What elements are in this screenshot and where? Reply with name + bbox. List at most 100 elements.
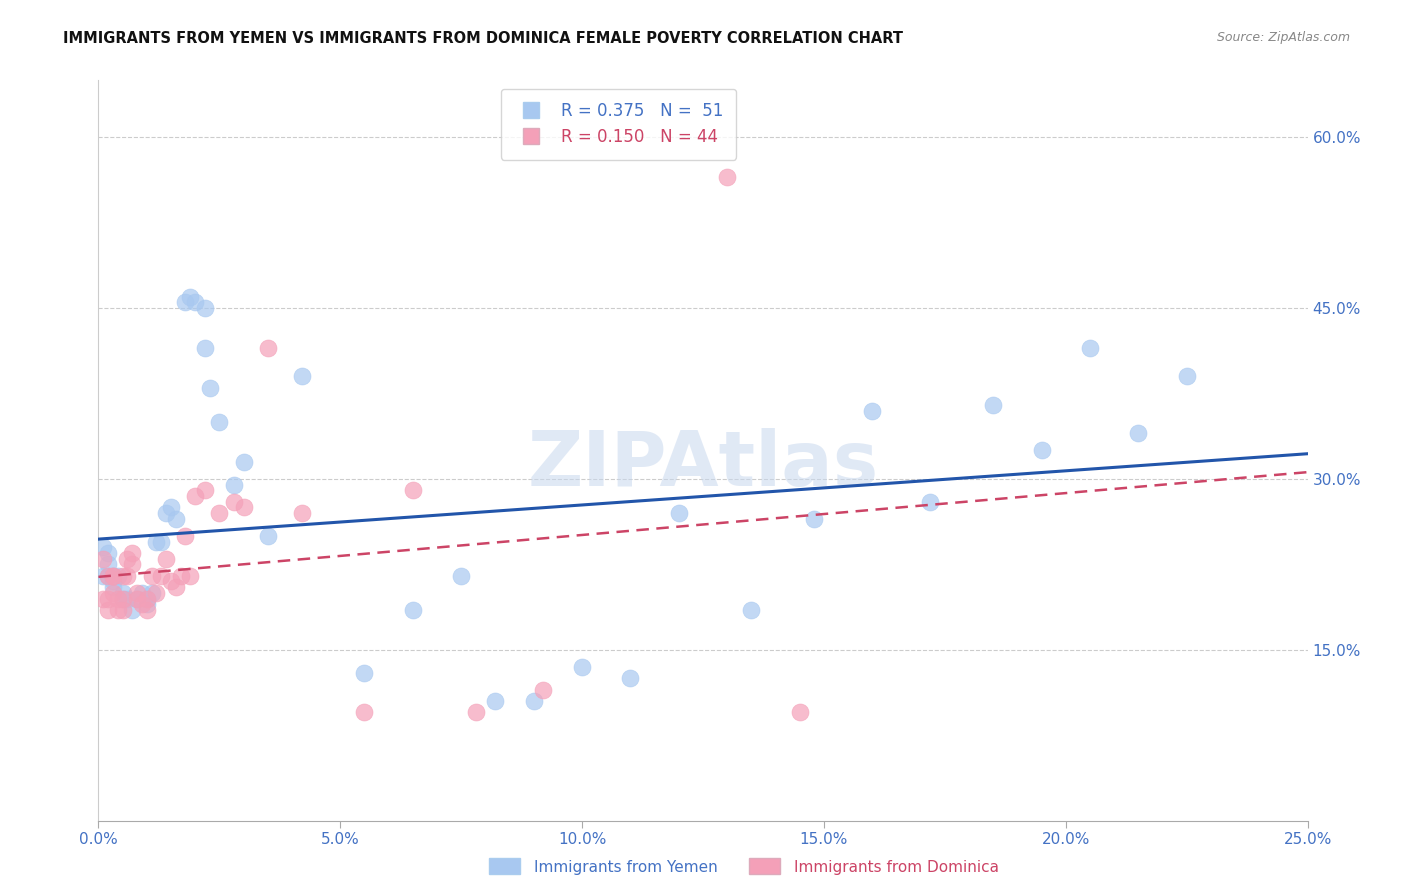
Point bbox=[97, 591, 120, 606]
Point bbox=[141, 586, 163, 600]
Point bbox=[523, 694, 546, 708]
Point bbox=[107, 603, 129, 617]
Point bbox=[464, 706, 486, 720]
Point bbox=[179, 290, 201, 304]
Point bbox=[619, 671, 641, 685]
Point bbox=[97, 603, 120, 617]
Point bbox=[402, 603, 425, 617]
Point bbox=[127, 586, 149, 600]
Point bbox=[101, 568, 124, 582]
Point bbox=[150, 534, 173, 549]
Point bbox=[716, 170, 738, 185]
Point bbox=[117, 568, 139, 582]
Point bbox=[290, 506, 312, 520]
Point bbox=[127, 591, 149, 606]
Point bbox=[107, 591, 129, 606]
Point bbox=[668, 506, 690, 520]
Point bbox=[97, 568, 120, 582]
Text: IMMIGRANTS FROM YEMEN VS IMMIGRANTS FROM DOMINICA FEMALE POVERTY CORRELATION CHA: IMMIGRANTS FROM YEMEN VS IMMIGRANTS FROM… bbox=[63, 31, 903, 46]
Point bbox=[160, 500, 183, 515]
Point bbox=[194, 341, 217, 355]
Point bbox=[111, 591, 134, 606]
Point bbox=[131, 586, 153, 600]
Point bbox=[121, 546, 143, 560]
Point bbox=[1128, 426, 1150, 441]
Point bbox=[117, 551, 139, 566]
Point bbox=[111, 603, 134, 617]
Point bbox=[91, 591, 114, 606]
Point bbox=[101, 574, 124, 589]
Point bbox=[789, 706, 811, 720]
Point bbox=[174, 295, 197, 310]
Point bbox=[145, 586, 167, 600]
Point bbox=[353, 706, 375, 720]
Point bbox=[111, 586, 134, 600]
Point bbox=[198, 381, 221, 395]
Point bbox=[194, 301, 217, 315]
Point bbox=[160, 574, 183, 589]
Point bbox=[1175, 369, 1198, 384]
Point bbox=[117, 591, 139, 606]
Point bbox=[179, 568, 201, 582]
Point bbox=[135, 591, 157, 606]
Point bbox=[127, 591, 149, 606]
Point bbox=[740, 603, 762, 617]
Point bbox=[222, 494, 245, 508]
Point bbox=[208, 415, 231, 429]
Point bbox=[194, 483, 217, 498]
Point bbox=[155, 551, 177, 566]
Point bbox=[97, 546, 120, 560]
Point bbox=[121, 603, 143, 617]
Point bbox=[111, 568, 134, 582]
Text: Immigrants from Dominica: Immigrants from Dominica bbox=[794, 860, 1000, 874]
Point bbox=[484, 694, 506, 708]
Point bbox=[1031, 443, 1053, 458]
Point bbox=[141, 568, 163, 582]
Point bbox=[165, 512, 187, 526]
Point bbox=[402, 483, 425, 498]
Point bbox=[860, 403, 883, 417]
Point bbox=[184, 295, 207, 310]
Point bbox=[232, 500, 254, 515]
Point bbox=[150, 568, 173, 582]
Text: ZIPAtlas: ZIPAtlas bbox=[527, 428, 879, 502]
Point bbox=[353, 665, 375, 680]
Point bbox=[101, 580, 124, 594]
Point bbox=[256, 529, 278, 543]
Point bbox=[91, 551, 114, 566]
Point bbox=[174, 529, 197, 543]
Point bbox=[135, 591, 157, 606]
Point bbox=[97, 568, 120, 582]
Point bbox=[131, 597, 153, 611]
Point bbox=[135, 597, 157, 611]
Point bbox=[101, 586, 124, 600]
Point bbox=[290, 369, 312, 384]
Text: Immigrants from Yemen: Immigrants from Yemen bbox=[534, 860, 718, 874]
Point bbox=[101, 568, 124, 582]
Point bbox=[169, 568, 191, 582]
Legend: R = 0.375   N =  51, R = 0.150   N = 44: R = 0.375 N = 51, R = 0.150 N = 44 bbox=[501, 88, 737, 160]
Point bbox=[111, 591, 134, 606]
Point bbox=[91, 568, 114, 582]
Point bbox=[256, 341, 278, 355]
Point bbox=[107, 568, 129, 582]
Point bbox=[135, 603, 157, 617]
Point bbox=[121, 558, 143, 572]
Point bbox=[101, 568, 124, 582]
Point bbox=[803, 512, 825, 526]
Point bbox=[165, 580, 187, 594]
Point bbox=[184, 489, 207, 503]
Point bbox=[920, 494, 942, 508]
Point bbox=[981, 398, 1004, 412]
Point bbox=[208, 506, 231, 520]
Point bbox=[222, 477, 245, 491]
Point bbox=[1078, 341, 1101, 355]
Text: Source: ZipAtlas.com: Source: ZipAtlas.com bbox=[1216, 31, 1350, 45]
Point bbox=[571, 660, 593, 674]
Point bbox=[91, 541, 114, 555]
Point bbox=[145, 534, 167, 549]
Point bbox=[97, 558, 120, 572]
Point bbox=[531, 682, 554, 697]
Point bbox=[155, 506, 177, 520]
Point bbox=[232, 455, 254, 469]
